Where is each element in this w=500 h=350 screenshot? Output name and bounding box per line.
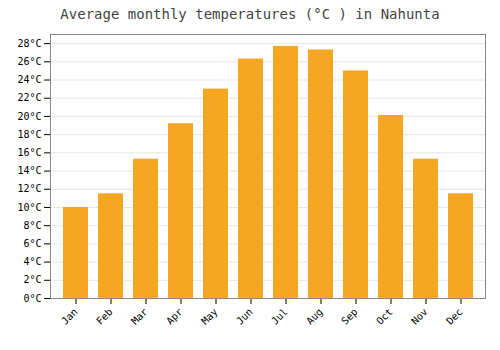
svg-text:May: May [199,306,220,327]
svg-text:18°C: 18°C [17,129,41,140]
svg-text:Jan: Jan [59,306,80,327]
svg-text:Jul: Jul [269,306,290,327]
svg-text:Aug: Aug [304,306,325,327]
svg-text:28°C: 28°C [17,38,41,49]
svg-text:16°C: 16°C [17,147,41,158]
svg-text:Mar: Mar [129,306,150,327]
html-text:Average monthly temperatures (: Average monthly temperatures (°C ) in Na… [60,6,440,22]
svg-text:10°C: 10°C [17,202,41,213]
svg-text:Dec: Dec [444,306,465,327]
svg-text:2°C: 2°C [23,274,41,285]
svg-text:Apr: Apr [164,306,185,327]
svg-text:12°C: 12°C [17,183,41,194]
svg-text:Jun: Jun [234,306,255,327]
svg-text:24°C: 24°C [17,74,41,85]
svg-text:4°C: 4°C [23,256,41,267]
svg-text:8°C: 8°C [23,220,41,231]
svg-text:0°C: 0°C [23,293,41,304]
svg-text:14°C: 14°C [17,165,41,176]
svg-text:Nov: Nov [409,306,430,327]
svg-text:Feb: Feb [94,306,115,327]
svg-text:6°C: 6°C [23,238,41,249]
svg-text:Sep: Sep [339,306,360,327]
svg-text:26°C: 26°C [17,56,41,67]
svg-text:Oct: Oct [374,306,395,327]
svg-text:22°C: 22°C [17,92,41,103]
svg-text:20°C: 20°C [17,111,41,122]
